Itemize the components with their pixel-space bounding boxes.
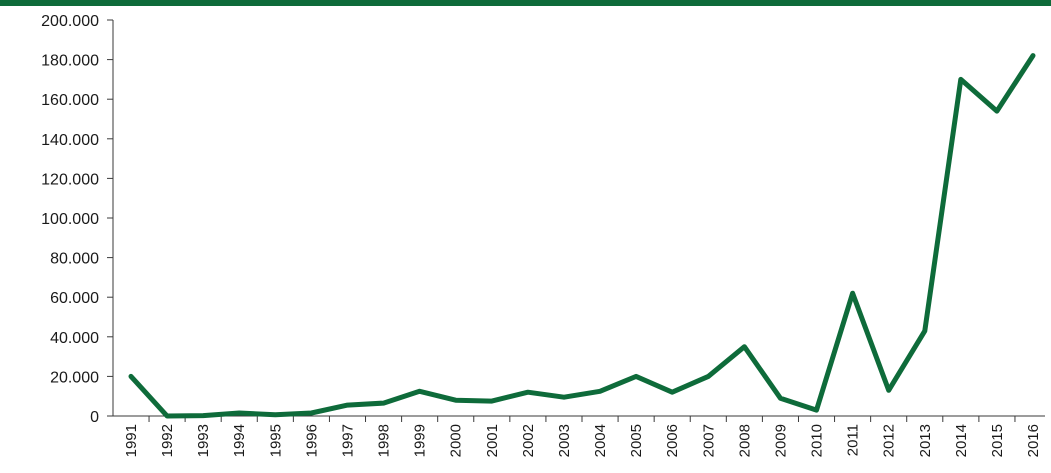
x-tick-label: 2007 <box>700 424 717 457</box>
y-tick-label: 60.000 <box>50 290 99 307</box>
x-tick-label: 1997 <box>339 424 356 457</box>
x-tick-label: 1996 <box>303 424 320 457</box>
x-tick-label: 2005 <box>628 424 645 457</box>
x-tick-label: 2002 <box>520 424 537 457</box>
x-tick-label: 2013 <box>917 424 934 457</box>
x-tick-label: 2012 <box>881 424 898 457</box>
y-tick-label: 200.000 <box>41 13 99 30</box>
top-accent-bar <box>0 0 1051 6</box>
y-tick-label: 20.000 <box>50 369 99 386</box>
x-tick-label: 2010 <box>809 424 826 457</box>
y-tick-label: 40.000 <box>50 330 99 347</box>
x-tick-label: 2004 <box>592 424 609 457</box>
x-tick-label: 2008 <box>736 424 753 457</box>
x-tick-label: 2000 <box>448 424 465 457</box>
x-tick-label: 1991 <box>123 424 140 457</box>
y-tick-label: 140.000 <box>41 132 99 149</box>
x-tick-label: 2011 <box>845 424 862 456</box>
y-tick-label: 180.000 <box>41 53 99 70</box>
x-axis-ticks: 1991 1992 1993 1994 1995 1996 1997 1998 1999 2000… <box>123 416 1042 457</box>
x-tick-label: 2006 <box>664 424 681 457</box>
x-tick-label: 2009 <box>772 424 789 457</box>
x-tick-label: 1992 <box>159 424 176 457</box>
x-tick-label: 2003 <box>556 424 573 457</box>
y-tick-label: 160.000 <box>41 92 99 109</box>
x-tick-label: 2014 <box>953 424 970 457</box>
y-tick-label: 100.000 <box>41 211 99 228</box>
x-tick-label: 2001 <box>484 424 501 457</box>
x-tick-label: 1995 <box>267 424 284 457</box>
series-group <box>128 53 1036 419</box>
y-tick-label: 0 <box>90 409 99 426</box>
x-tick-label: 1993 <box>195 424 212 457</box>
x-tick-label: 1998 <box>376 424 393 457</box>
y-tick-label: 120.000 <box>41 171 99 188</box>
y-axis-ticks: 0 20.000 40.000 60.000 80.000 100.000 120.000 1… <box>41 13 113 426</box>
x-tick-label: 2015 <box>989 424 1006 457</box>
x-tick-label: 1994 <box>231 424 248 457</box>
series-line <box>128 53 1036 419</box>
x-tick-label: 2016 <box>1025 424 1042 457</box>
chart-axes <box>112 20 1045 417</box>
x-tick-label: 1999 <box>412 424 429 457</box>
y-tick-label: 80.000 <box>50 251 99 268</box>
